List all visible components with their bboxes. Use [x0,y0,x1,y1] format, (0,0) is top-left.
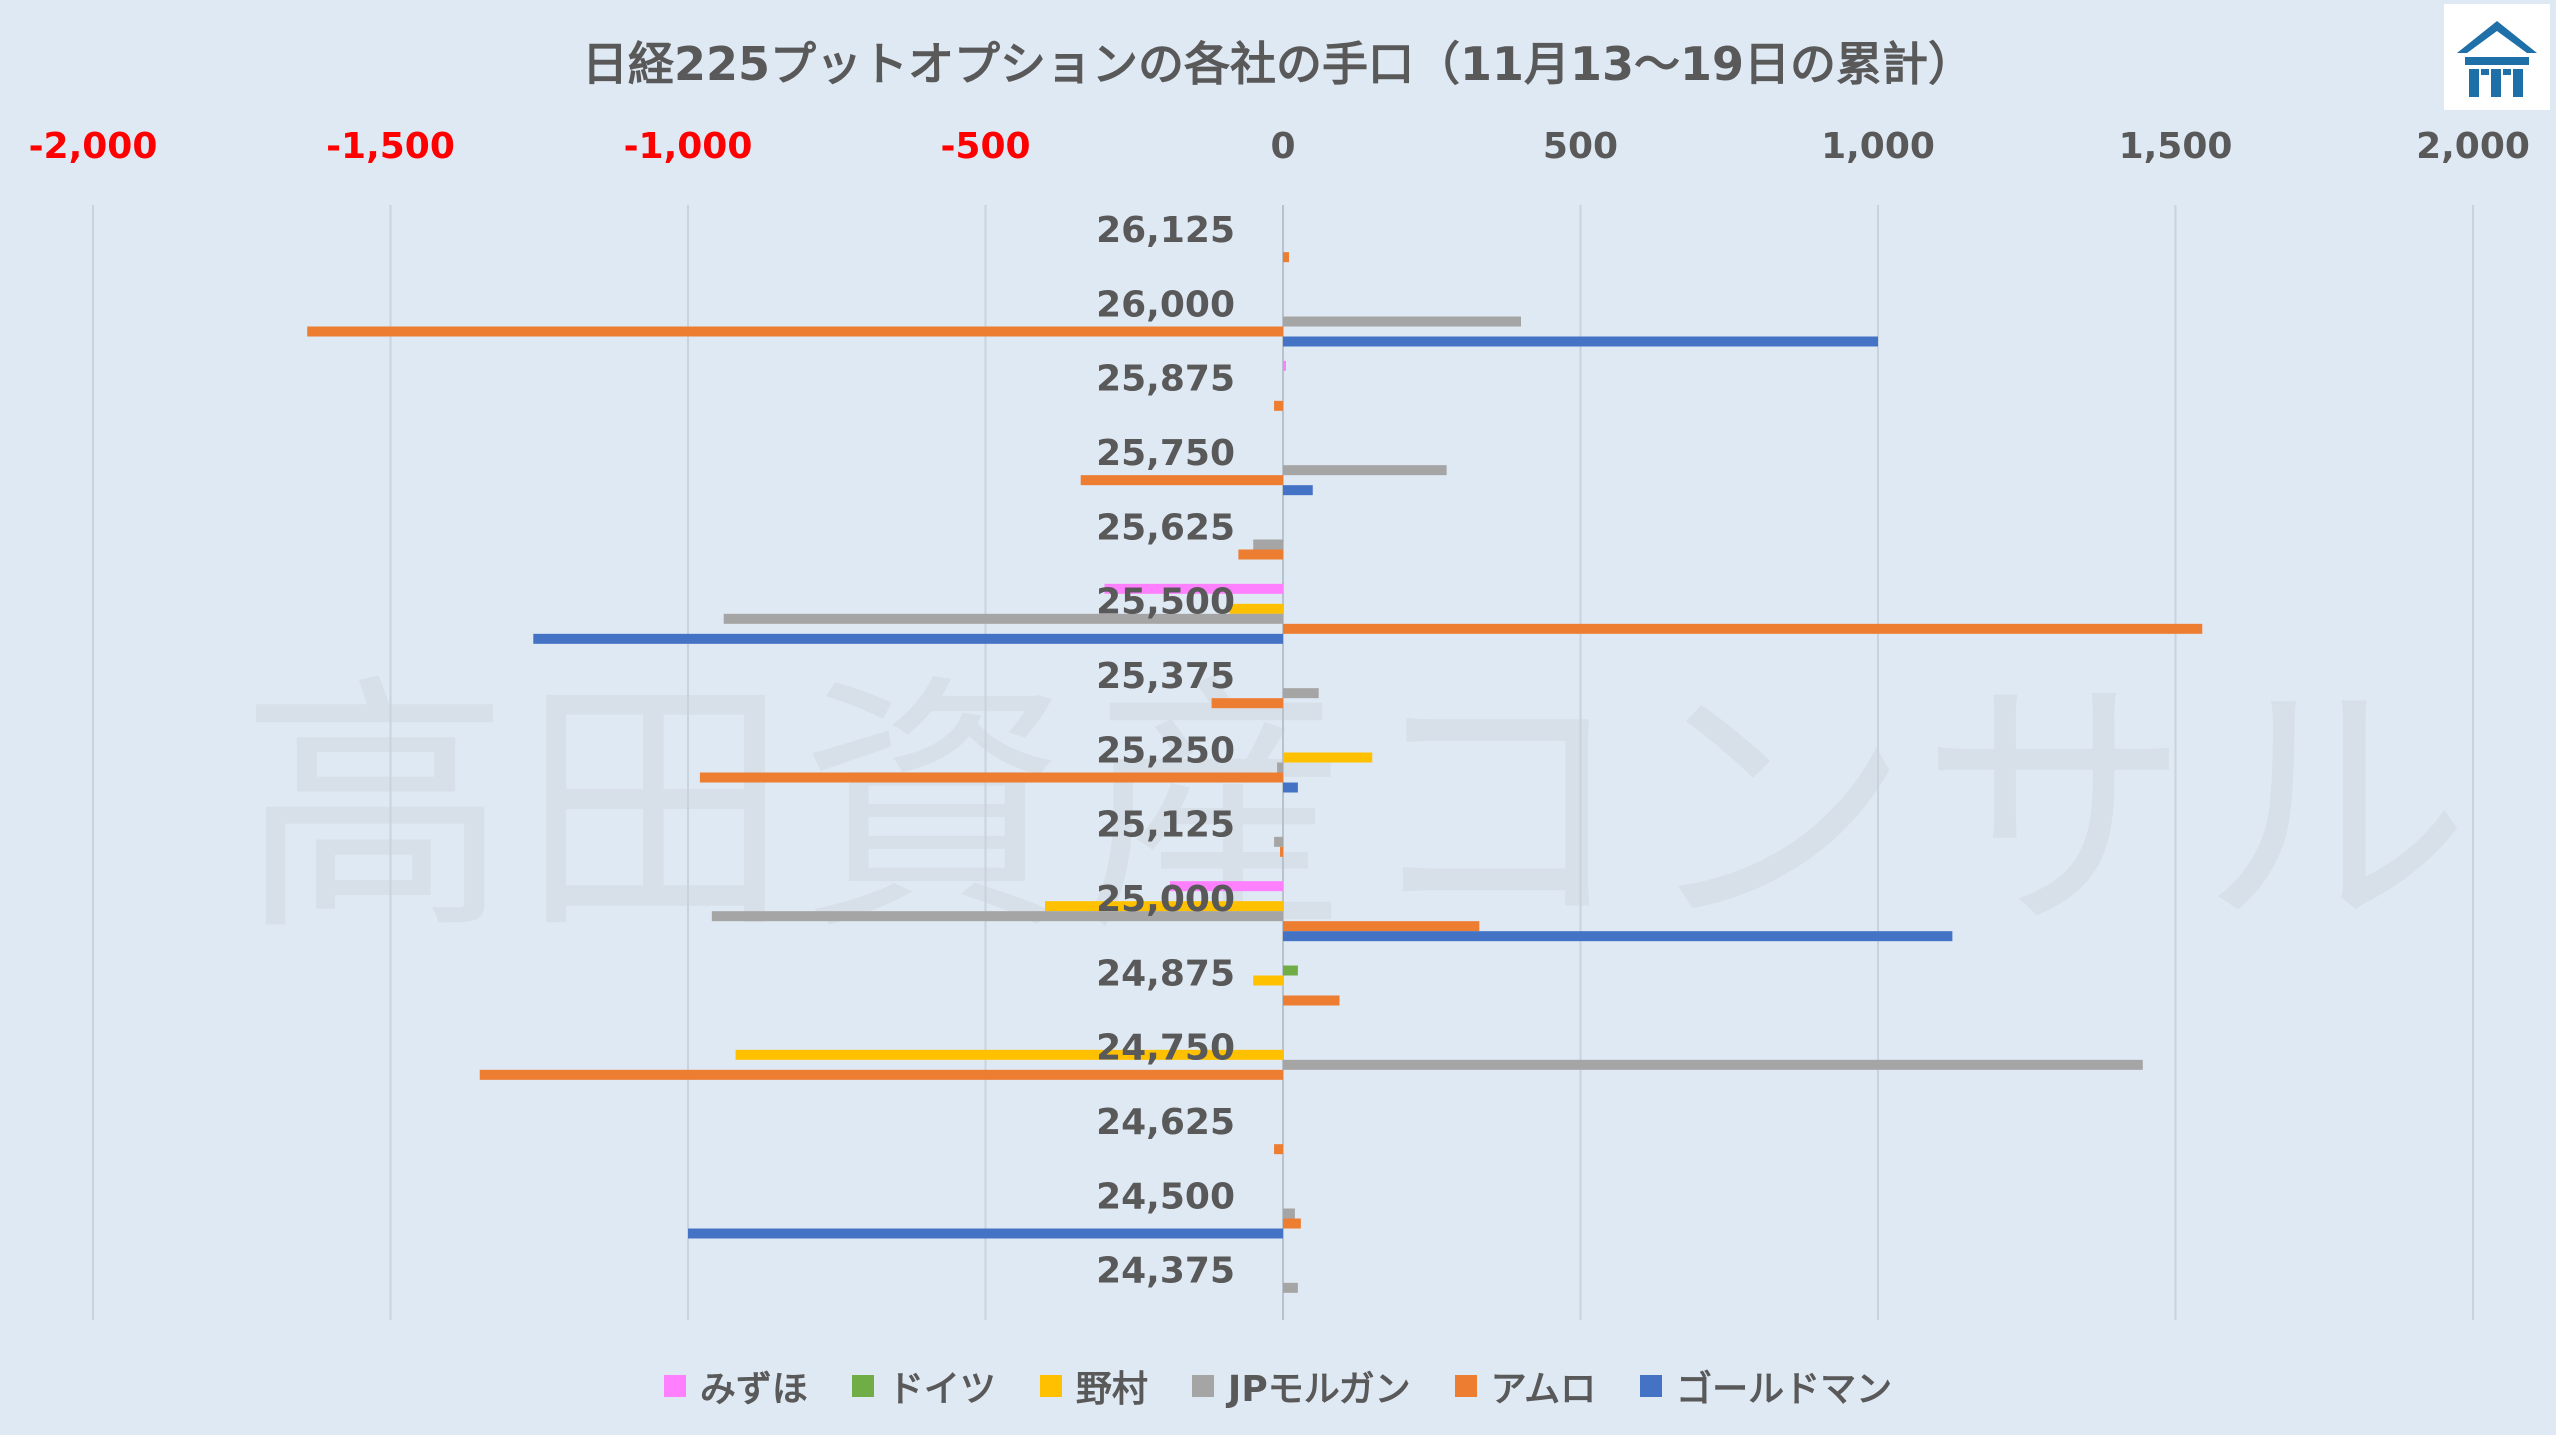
bar [1274,400,1283,411]
category-label: 24,875 [1096,953,1235,994]
legend-swatch [663,1375,686,1397]
bar [1283,336,1878,347]
legend-label: ドイツ [887,1369,996,1410]
bar [723,613,1283,624]
bar [1283,623,2203,634]
bar [1283,465,1447,476]
bar [1104,583,1283,594]
legend-swatch [1640,1375,1663,1397]
bar [1169,881,1283,892]
bar [1283,688,1319,699]
category-label: 24,625 [1096,1102,1235,1143]
x-tick-label: -1,500 [326,126,455,167]
bar [711,911,1283,922]
legend-item: ゴールドマン [1640,1360,1892,1412]
legend-label: JPモルガン [1227,1369,1411,1410]
bar [1283,965,1298,976]
legend-item: アムロ [1454,1360,1597,1412]
x-tick-label: -2,000 [29,126,158,167]
bar [1283,360,1286,371]
category-label: 25,625 [1096,507,1235,548]
bar [1274,1144,1283,1155]
bar [1283,752,1373,763]
category-label: 24,500 [1096,1176,1235,1217]
category-label: 25,750 [1096,433,1235,474]
x-tick-label: 1,500 [2119,126,2233,167]
bar [1283,995,1340,1006]
bar [1274,836,1283,847]
bar [688,1228,1283,1239]
bar [479,1069,1283,1080]
x-tick-label: 2,000 [2416,126,2530,167]
bar [1211,698,1283,709]
bar [1229,603,1283,614]
bar [1283,931,1953,942]
category-label: 25,500 [1096,582,1235,623]
bar [1283,782,1298,793]
category-label: 25,000 [1096,879,1235,920]
legend-item: ドイツ [851,1360,996,1412]
bar [1238,549,1283,560]
x-tick-label: -500 [940,126,1030,167]
bar [699,772,1283,783]
bar [1283,485,1313,496]
bar [735,1049,1283,1060]
bar [1253,539,1283,550]
bar [1283,1218,1301,1229]
bar [1283,921,1480,932]
bar [1283,1208,1295,1219]
category-label: 26,000 [1096,284,1235,325]
legend-swatch [1454,1375,1477,1397]
category-label: 25,250 [1096,730,1235,771]
category-label: 24,375 [1096,1251,1235,1292]
category-label: 26,125 [1096,210,1235,251]
category-label: 24,750 [1096,1028,1235,1069]
bar [1277,762,1283,773]
legend-label: みずほ [699,1369,808,1410]
logo-icon [2444,4,2550,110]
category-label: 25,125 [1096,805,1235,846]
legend-swatch [1191,1375,1214,1397]
category-label: 25,375 [1096,656,1235,697]
bar [533,633,1283,644]
x-tick-label: 500 [1543,126,1618,167]
bar [1283,1282,1298,1293]
category-label: 25,875 [1096,359,1235,400]
bar [1283,252,1289,263]
legend-item: みずほ [663,1360,808,1412]
chart-legend: みずほ ドイツ 野村 JPモルガン アムロ ゴールドマン [0,1360,2556,1412]
x-tick-label: -1,000 [624,126,753,167]
bar [1253,975,1283,986]
legend-item: JPモルガン [1191,1360,1411,1412]
legend-label: ゴールドマン [1676,1369,1893,1410]
x-tick-label: 1,000 [1821,126,1935,167]
legend-label: アムロ [1490,1369,1597,1410]
legend-item: 野村 [1039,1360,1148,1412]
bar [1283,1059,2143,1070]
bar [1280,846,1283,857]
x-tick-label: 0 [1270,126,1295,167]
bar [1045,901,1283,912]
legend-swatch [1039,1375,1062,1397]
bar [1283,316,1521,327]
chart-title: 日経225プットオプションの各社の手口（11月13～19日の累計） [581,37,1975,91]
legend-swatch [851,1375,874,1397]
bar [1080,475,1283,486]
bar [307,326,1283,337]
legend-label: 野村 [1075,1369,1148,1410]
